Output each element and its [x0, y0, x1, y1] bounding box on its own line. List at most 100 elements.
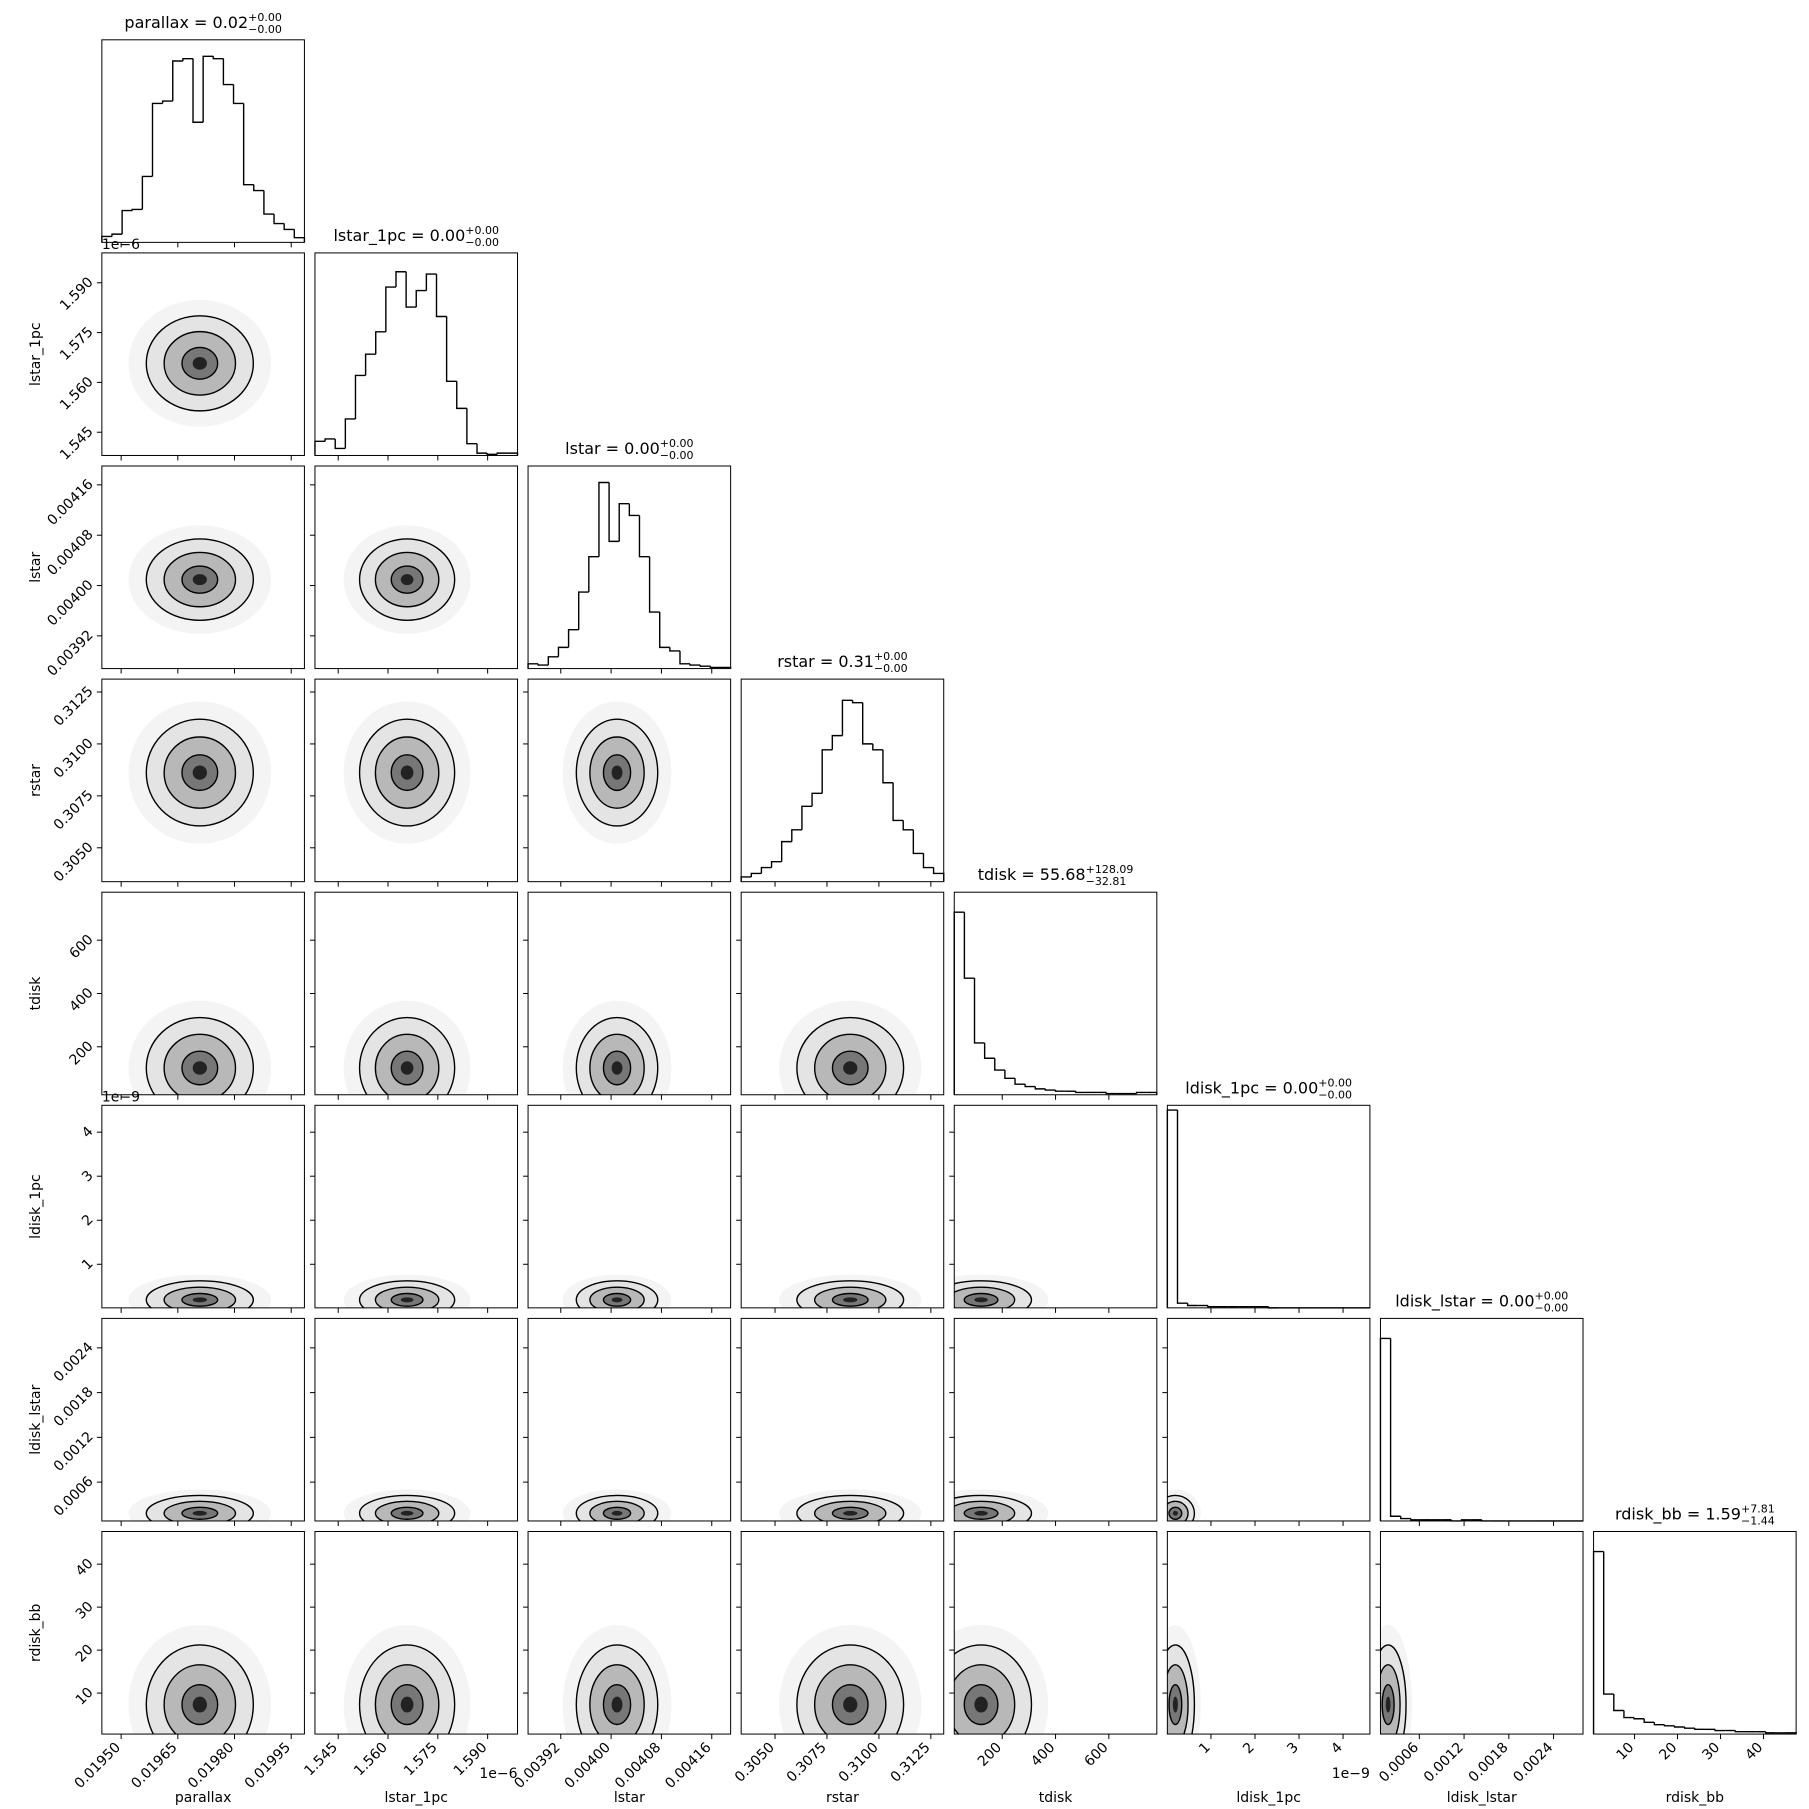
density: [954, 1489, 1049, 1521]
density-contour: [1385, 1696, 1391, 1713]
x-tick-label: 0.0024: [1510, 1740, 1556, 1786]
x-tick-label: 1.575: [401, 1740, 441, 1780]
panel-title: tdisk = 55.68+128.09 −32.81: [978, 863, 1134, 888]
hist-step: [892, 782, 904, 822]
panel-frame: [527, 1317, 732, 1522]
hist-step: [1410, 1518, 1421, 1521]
x-tick-label: 4: [1328, 1740, 1346, 1758]
panel-frame: [1166, 1104, 1371, 1309]
panel-frame: [314, 252, 519, 456]
x-tick-label: 0.00416: [662, 1740, 714, 1792]
title-text: lstar_1pc = 0.00: [333, 226, 465, 246]
hist-step: [994, 1058, 1005, 1071]
x-axis-label: parallax: [175, 1790, 231, 1806]
y-tick-label: 1.545: [57, 424, 97, 464]
hist-step: [862, 702, 873, 745]
panel-frame: [1166, 1317, 1371, 1522]
title-upper: +0.00: [1535, 1289, 1569, 1302]
hist-step: [1207, 1305, 1218, 1308]
hist-step: [973, 978, 985, 1044]
hist-step: [831, 734, 843, 750]
density: [1167, 1489, 1201, 1521]
density-contour: [843, 1061, 858, 1075]
density-contour: [192, 1696, 207, 1713]
x-tick-label: 0.00400: [562, 1740, 614, 1792]
hist-step: [628, 503, 640, 517]
hist-step: [953, 911, 965, 1095]
panel-frame: [314, 891, 519, 1096]
panel-frame: [740, 678, 945, 883]
density: [1380, 1625, 1412, 1735]
density: [343, 1489, 471, 1521]
panel-frame: [314, 1317, 519, 1522]
title-text: parallax = 0.02: [124, 13, 248, 32]
y-tick-label: 200: [66, 1038, 96, 1068]
hist-step: [415, 289, 427, 308]
title-upper: +0.00: [465, 224, 499, 237]
density-contour: [611, 765, 623, 780]
x-tick-label: 40: [1742, 1740, 1766, 1764]
hist-step: [172, 60, 183, 102]
hist-step: [486, 453, 498, 455]
panel-frame: [1593, 1531, 1797, 1735]
hist-step: [456, 381, 467, 410]
density-contour: [1172, 1510, 1178, 1516]
panel-frame: [740, 891, 945, 1096]
hist-step: [872, 743, 883, 751]
title-upper: +0.00: [660, 437, 694, 450]
hist-step: [161, 100, 173, 104]
x-axis-label: tdisk: [1039, 1790, 1074, 1806]
title-text: rstar = 0.31: [777, 652, 874, 671]
panel-frame: [740, 1104, 945, 1309]
density-contour: [843, 1510, 858, 1516]
density: [562, 1274, 672, 1308]
panel-frame: [1166, 1531, 1371, 1735]
panel-frame: [101, 1104, 305, 1309]
panel-frame: [101, 1531, 305, 1735]
title-lower: −1.44: [1741, 1515, 1775, 1528]
y-offset: 1e−9: [102, 1089, 140, 1105]
hist-step: [740, 876, 752, 882]
hist-step: [253, 184, 264, 192]
density: [779, 1625, 922, 1735]
hist-step: [1044, 1088, 1056, 1091]
hist-step: [445, 316, 457, 382]
panel-frame: [101, 1317, 305, 1522]
title-upper: +128.09: [1086, 863, 1134, 876]
density: [562, 1489, 672, 1521]
hist-step: [669, 647, 680, 652]
hist-step: [1765, 1731, 1776, 1734]
density: [954, 1274, 1049, 1308]
title-text: ldisk_lstar = 0.00: [1395, 1291, 1534, 1311]
density-contour: [843, 1297, 858, 1303]
density: [954, 1625, 1049, 1735]
hist-step: [1623, 1710, 1635, 1719]
y-tick-label: 0.00416: [44, 476, 96, 528]
title-text: rdisk_bb = 1.59: [1615, 1505, 1741, 1525]
hist-step: [1075, 1091, 1086, 1094]
y-tick-label: 600: [66, 932, 96, 962]
panel-title: lstar_1pc = 0.00+0.00 −0.00: [333, 224, 498, 249]
density-contour: [192, 1297, 207, 1303]
y-offset: 1e−6: [102, 237, 140, 253]
hist-step: [334, 438, 346, 450]
hist-step: [922, 853, 934, 869]
hist-step: [385, 286, 396, 332]
hist-step: [770, 860, 782, 868]
hist-step: [314, 440, 326, 456]
density-contour: [1172, 1696, 1178, 1713]
hist-step: [182, 57, 194, 62]
hist-step: [466, 408, 478, 445]
hist-step: [435, 274, 447, 318]
density: [779, 1000, 922, 1095]
x-tick-label: 200: [975, 1740, 1005, 1770]
hist-step: [192, 58, 204, 123]
hist-step: [963, 912, 975, 979]
hist-step: [760, 866, 772, 874]
x-tick-label: 0.01950: [72, 1740, 124, 1792]
hist-step: [354, 374, 366, 419]
hist-step: [476, 443, 488, 454]
panel-frame: [953, 891, 1158, 1096]
panel-frame: [314, 1531, 519, 1735]
y-tick-label: 2: [79, 1212, 97, 1230]
